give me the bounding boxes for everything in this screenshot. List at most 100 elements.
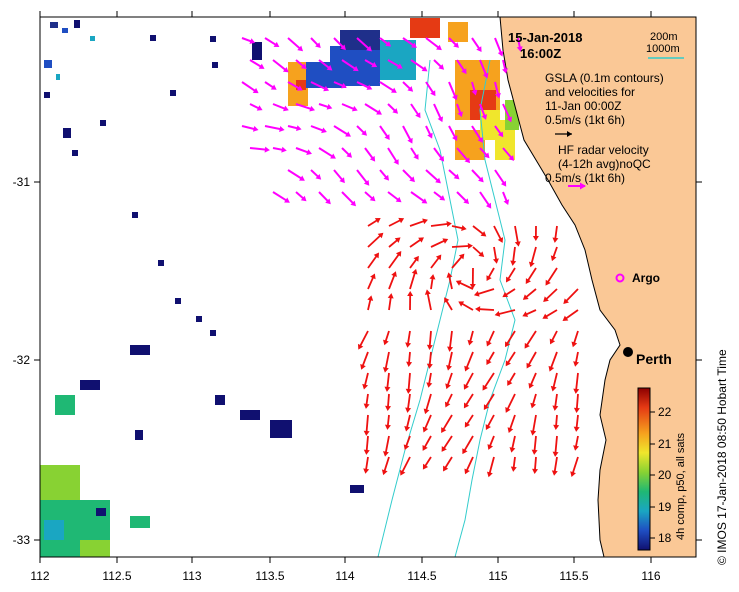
- gsla-arrow: [430, 254, 442, 269]
- gsla-arrow: [446, 351, 453, 371]
- hf-arrow: [433, 191, 446, 201]
- gsla-arrow: [430, 221, 452, 227]
- gsla-arrow: [403, 435, 411, 451]
- gsla-arrow: [522, 309, 537, 317]
- gsla-arrow: [367, 232, 384, 248]
- gsla-arrow: [532, 225, 539, 241]
- gsla-arrow: [388, 250, 402, 269]
- gsla-arrow: [502, 288, 516, 298]
- gsla-arrow: [381, 456, 390, 476]
- depth-legend-1000m: 1000m: [646, 43, 680, 55]
- gsla-arrow: [409, 255, 419, 269]
- perth-marker: [623, 347, 633, 357]
- hf-arrow: [379, 81, 397, 93]
- gsla-arrow: [494, 309, 516, 317]
- hf-arrow: [410, 147, 419, 160]
- gsla-arrow: [464, 351, 474, 372]
- depth-legend-200m: 200m: [650, 31, 678, 43]
- gsla-arrow: [388, 217, 405, 227]
- gsla-arrow: [446, 272, 453, 290]
- gsla-arrow: [548, 351, 558, 372]
- gsla-arrow: [367, 217, 381, 227]
- gsla-arrow: [384, 414, 391, 430]
- plot-frame: [39, 16, 697, 558]
- hf-arrow: [479, 191, 492, 209]
- gsla-arrow: [553, 414, 560, 430]
- gsla-arrow: [426, 372, 433, 388]
- gsla-arrow: [530, 414, 537, 436]
- gsla-arrow: [573, 414, 580, 432]
- gsla-arrow: [430, 238, 449, 248]
- gsla-arrow: [485, 414, 495, 430]
- gsla-arrow: [367, 252, 380, 269]
- gsla-arrow: [424, 289, 432, 311]
- hf-arrow: [318, 103, 333, 110]
- gsla-arrow: [514, 225, 521, 247]
- hf-arrow: [433, 147, 445, 162]
- gsla-arrow: [493, 246, 499, 264]
- hf-legend-arrow: [568, 182, 586, 190]
- gsla-arrow: [573, 351, 580, 367]
- colorbar-label: 4h comp, p50, all sats: [675, 432, 687, 540]
- hf-arrow: [479, 103, 488, 120]
- gsla-arrow: [463, 393, 474, 409]
- gsla-arrow: [550, 372, 558, 392]
- hf-arrow: [387, 103, 399, 114]
- gsla-arrow: [463, 372, 474, 390]
- hf-arrow: [333, 169, 345, 184]
- hf-arrow: [264, 81, 277, 90]
- gsla-arrow: [441, 435, 453, 452]
- gsla-arrow: [486, 456, 495, 478]
- hf-arrow: [272, 191, 290, 203]
- hf-arrow: [425, 169, 441, 184]
- gsla-arrow: [469, 267, 476, 289]
- gsla-arrow: [570, 456, 579, 477]
- gsla-arrow: [360, 351, 369, 370]
- gsla-arrow: [367, 273, 376, 290]
- gsla-arrow: [409, 237, 424, 248]
- hf-arrow: [249, 146, 270, 153]
- hf-arrow: [333, 37, 346, 51]
- gsla-arrow: [429, 274, 436, 290]
- perth-label: Perth: [636, 351, 672, 367]
- x-tick-label: 113: [182, 569, 201, 583]
- x-tick-label: 114: [335, 569, 354, 583]
- hf-arrow: [448, 37, 459, 48]
- gsla-arrow: [528, 246, 537, 268]
- hf-arrow: [364, 191, 376, 202]
- gsla-arrow: [487, 435, 495, 450]
- x-tick-label: 112: [30, 569, 49, 583]
- gsla-arrow: [486, 267, 495, 282]
- colorbar-tick: 19: [658, 500, 672, 514]
- x-tick-label: 115.5: [559, 569, 588, 583]
- x-tick-label: 116: [641, 569, 660, 583]
- hf-arrow: [456, 191, 470, 204]
- hf-arrow: [502, 147, 515, 161]
- hf-arrow: [425, 125, 433, 139]
- hf-arrow: [341, 59, 359, 72]
- gsla-arrow: [472, 225, 487, 237]
- hf-arrow: [341, 147, 353, 158]
- hf-arrow: [310, 81, 330, 92]
- imos-credit: © IMOS 17-Jan-2018 08:50 Hobart Time: [715, 349, 729, 565]
- hf-arrow: [387, 59, 403, 69]
- sst-patches: [40, 18, 519, 557]
- gsla-arrow: [505, 393, 516, 413]
- hf-arrow: [295, 59, 307, 70]
- gsla-arrow: [407, 291, 414, 311]
- hf-arrow: [402, 169, 415, 183]
- hf-arrow: [341, 103, 358, 112]
- gsla-arrow: [423, 393, 432, 415]
- hf-legend-line3: 0.5m/s (1kt 6h): [545, 171, 625, 185]
- gsla-arrow: [550, 246, 558, 262]
- gsla-arrow: [507, 372, 516, 386]
- hf-arrow: [333, 81, 347, 89]
- gsla-arrow: [532, 456, 539, 474]
- gsla-legend-line2: and velocities for: [545, 85, 635, 99]
- hf-arrow: [287, 125, 302, 132]
- gsla-velocity-arrows: [357, 217, 580, 478]
- gsla-arrow: [472, 246, 485, 257]
- hf-arrow: [287, 169, 305, 181]
- hf-arrow: [356, 81, 373, 90]
- x-tick-labels: 112 112.5 113 113.5 114 114.5 115 115.5 …: [30, 569, 660, 583]
